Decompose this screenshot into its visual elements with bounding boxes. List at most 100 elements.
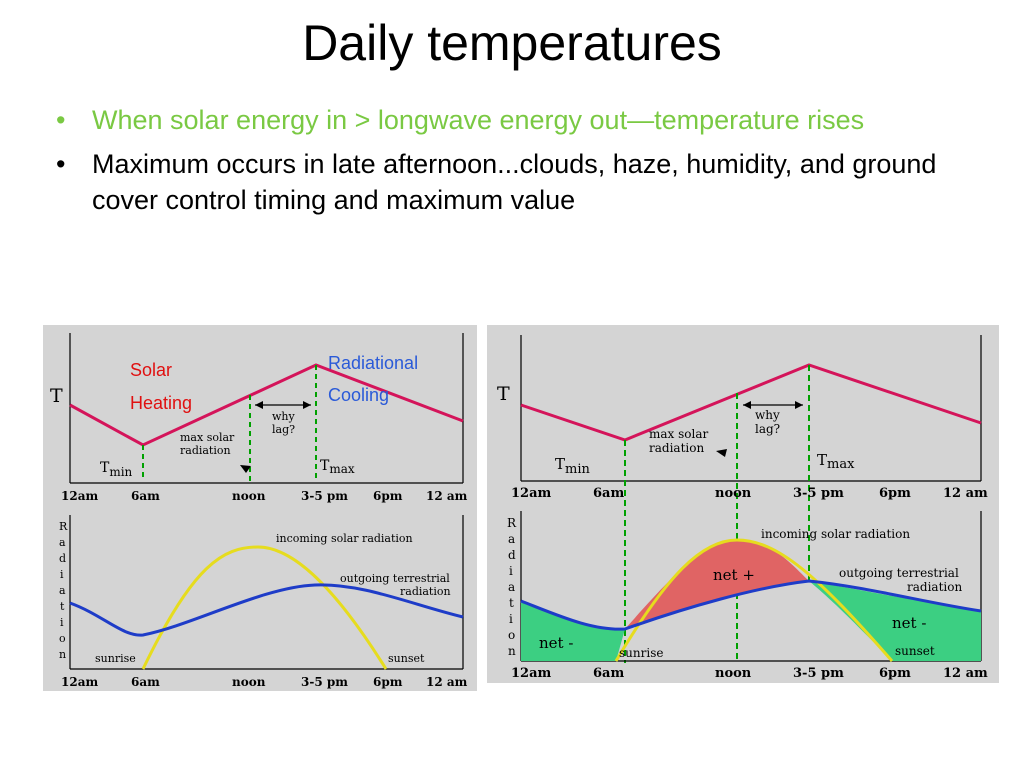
axis-letter: t [60,600,65,613]
axis-letter: n [59,648,66,661]
bottom-time-axis-labels: 12am 6am noon 3-5 pm 6pm 12 am [61,675,468,689]
tmin-label: Tmin [555,455,591,477]
lag-arrow-head-left [255,401,263,409]
axis-letter: i [60,616,64,629]
bullet-text: Maximum occurs in late afternoon...cloud… [92,149,937,215]
lag-arrow-head-right [303,401,311,409]
time-label: 6pm [879,666,911,681]
tmin-t: T [100,460,110,476]
axis-letter: i [509,564,513,578]
axis-letter: t [509,596,514,610]
radiational-cooling-label-2: Cooling [328,385,389,405]
net-negative-label-evening: net - [892,614,926,632]
max-solar-label-1: max solar [649,427,708,441]
incoming-solar-curve [614,538,894,662]
sunset-label: sunset [895,644,935,658]
time-label: 12am [61,489,98,503]
outgoing-terrestrial-curve [69,583,464,637]
outgoing-label-2: radiation [907,580,962,594]
top-time-axis-labels: 12am 6am noon 3-5 pm 6pm 12 am [511,486,988,501]
radiation-plot: R a d i a t i o n incoming solar radiati… [59,515,464,670]
max-solar-label-1: max solar [180,431,235,444]
time-label: 3-5 pm [301,489,348,503]
axis-letter: d [59,552,66,565]
outgoing-terrestrial-curve [520,579,982,631]
time-label: noon [715,486,752,501]
incoming-label: incoming solar radiation [761,527,910,541]
top-time-axis-labels: 12am 6am noon 3-5 pm 6pm 12 am [61,489,468,503]
time-label: 12 am [426,675,468,689]
why-label: why [272,410,296,423]
panel-background [43,325,477,691]
outgoing-label-1: outgoing terrestrial [839,566,959,580]
right-diagram: T Tmin Tmax max solar radiation why lag?… [487,325,999,683]
lag-arrow-head-left [743,401,751,409]
radiation-plot: R a d i a t i o n incoming solar radiati… [507,511,982,662]
max-solar-pointer [240,465,251,473]
time-label: 6am [131,675,160,689]
radiation-axis-label: R a d i a t i o n [507,516,517,658]
sunrise-label: sunrise [95,652,136,665]
tmin-sub: min [109,465,132,479]
left-diagram: T Tmin Tmax max solar radiation why lag?… [43,325,477,691]
axis-letter: a [59,536,66,549]
axis-letter: i [60,568,64,581]
time-label: 12 am [426,489,468,503]
time-label: noon [232,675,266,689]
lag-label: lag? [272,423,295,436]
axis-letter: a [59,584,66,597]
bullet-text: When solar energy in > longwave energy o… [92,105,865,135]
incoming-solar-curve [141,545,388,670]
bullet-item: • When solar energy in > longwave energy… [56,102,976,138]
solar-heating-label-2: Heating [130,393,192,413]
time-label: 6pm [879,486,911,501]
net-positive-area [625,540,809,629]
time-label: 6am [593,486,624,501]
time-label: 12 am [943,666,988,681]
outgoing-label-1: outgoing terrestrial [340,572,450,585]
tmin-sub: min [565,462,590,477]
bullet-dot: • [56,149,66,179]
max-solar-label-2: radiation [180,444,231,457]
axis-letter: a [508,532,515,546]
time-label: 3-5 pm [793,486,844,501]
net-positive-label: net + [713,566,755,584]
time-label: 3-5 pm [301,675,348,689]
axis-letter: R [507,516,517,530]
tmax-label: Tmax [320,458,355,476]
axis-letter: d [508,548,516,562]
axis-letter: R [59,520,68,533]
sunset-label: sunset [388,652,425,665]
sunrise-label: sunrise [619,646,663,660]
time-label: noon [715,666,752,681]
net-negative-morning-area [521,601,625,661]
tmax-t: T [817,451,827,469]
time-label: 12am [511,666,552,681]
net-negative-label-morning: net - [539,634,573,652]
temperature-plot: T Tmin Tmax max solar radiation why lag? [497,335,982,663]
temperature-curve [520,363,982,442]
why-label: why [755,408,780,422]
lag-arrow-head-right [795,401,803,409]
time-label: 12am [511,486,552,501]
outgoing-label-2: radiation [400,585,451,598]
bottom-time-axis-labels: 12am 6am noon 3-5 pm 6pm 12 am [511,666,988,681]
bullet-dot: • [56,105,66,135]
temperature-curve [69,363,464,447]
solar-heating-label-1: Solar [130,360,172,380]
tmin-label: Tmin [100,460,133,479]
bullet-item: • Maximum occurs in late afternoon...clo… [56,146,976,218]
incoming-label: incoming solar radiation [276,532,413,545]
tmin-t: T [555,455,565,473]
tmax-sub: max [827,457,855,472]
time-label: 6am [131,489,160,503]
temperature-plot: T Tmin Tmax max solar radiation why lag?… [50,333,464,484]
slide-title: Daily temperatures [302,15,722,71]
temperature-axis-label: T [50,385,63,407]
radiation-axis-label: R a d i a t i o n [59,520,68,661]
tmax-t: T [320,458,330,474]
tmax-sub: max [329,462,355,476]
max-solar-pointer [716,449,727,457]
time-label: 12 am [943,486,988,501]
time-label: noon [232,489,266,503]
